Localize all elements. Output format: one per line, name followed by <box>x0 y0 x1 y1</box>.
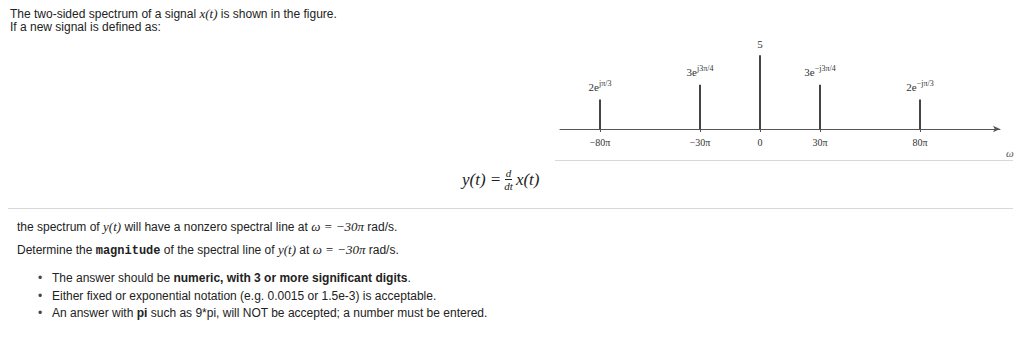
svg-text:0: 0 <box>758 137 763 148</box>
html-text:The answer should be numeric,: The answer should be numeric, with 3 or … <box>52 271 411 285</box>
html-text:the spectrum of y(t) will have: the spectrum of y(t) will have a nonzero… <box>17 219 398 234</box>
svg-text:3e: 3e <box>804 66 815 78</box>
svg-text:j3π/4: j3π/4 <box>696 64 713 73</box>
svg-text:−j3π/4: −j3π/4 <box>815 64 836 73</box>
svg-text:30π: 30π <box>812 137 827 148</box>
html-text:If a new signal is defined as:: If a new signal is defined as: <box>10 20 161 34</box>
html-text:dtx(t): dtx(t) <box>504 170 540 192</box>
svg-text:2e: 2e <box>906 81 917 93</box>
html-text:Determine the magnitude of the: Determine the magnitude of the spectral … <box>17 242 399 258</box>
svg-text:2e: 2e <box>589 81 600 93</box>
html-text:An answer with pi such as 9*pi: An answer with pi such as 9*pi, will NOT… <box>52 306 488 320</box>
svg-text:jπ/3: jπ/3 <box>598 79 611 88</box>
html-text:Either fixed or exponential no: Either fixed or exponential notation (e.… <box>52 288 437 303</box>
html-text:y(t) = d: y(t) = d <box>462 167 512 189</box>
svg-text:5: 5 <box>757 38 763 50</box>
svg-text:80π: 80π <box>912 137 927 148</box>
svg-text:3e: 3e <box>687 66 698 78</box>
svg-text:−30π: −30π <box>690 137 711 148</box>
html-text:The two-sided spectrum of a si: The two-sided spectrum of a signal x(t) … <box>10 6 337 21</box>
svg-text:−80π: −80π <box>590 137 611 148</box>
svg-text:−jπ/3: −jπ/3 <box>917 79 934 88</box>
svg-text:ω: ω <box>1006 147 1014 159</box>
